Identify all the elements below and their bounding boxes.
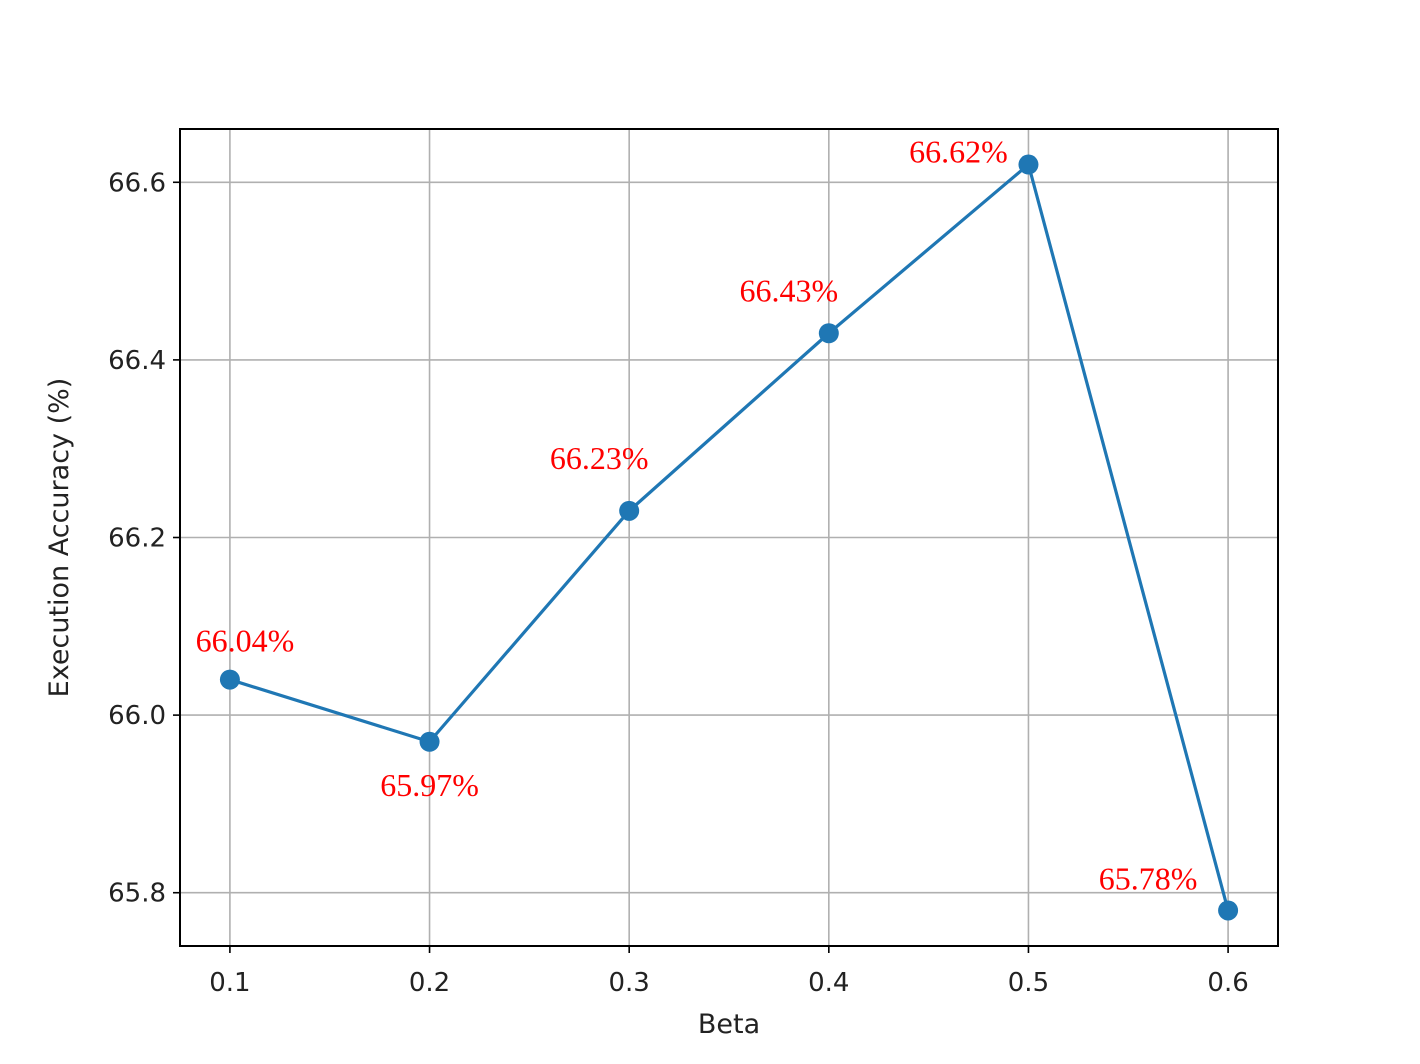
x-tick-label: 0.2 [409, 968, 450, 998]
data-point [219, 669, 240, 690]
data-label: 66.04% [196, 623, 295, 659]
y-tick-label: 66.6 [108, 168, 166, 198]
y-tick-label: 66.0 [108, 701, 166, 731]
data-label: 65.78% [1099, 860, 1198, 896]
series-layer [219, 154, 1239, 921]
x-tick-label: 0.6 [1207, 968, 1248, 998]
plot-frame [179, 128, 1279, 947]
y-tick-label: 66.2 [108, 524, 166, 554]
data-point [1018, 154, 1039, 175]
data-point [1218, 900, 1239, 921]
data-label: 65.97% [380, 767, 479, 803]
data-point [619, 500, 640, 521]
grid [180, 129, 1278, 946]
data-point [419, 731, 440, 752]
y-tick-label: 65.8 [108, 879, 166, 909]
data-label: 66.62% [909, 134, 1008, 170]
x-tick-label: 0.3 [609, 968, 650, 998]
data-point [818, 323, 839, 344]
x-tick-label: 0.5 [1008, 968, 1049, 998]
data-labels: 66.04% 65.97% 66.23% 66.43% 66.62% 65.78% [196, 134, 1198, 897]
x-tick-label: 0.1 [209, 968, 250, 998]
axis-ticks: 0.1 0.2 0.3 0.4 0.5 0.6 65.8 66.0 66.2 66.4 66.6 [108, 168, 1249, 998]
y-axis-label: Execution Accuracy (%) [44, 378, 75, 698]
data-label: 66.23% [550, 440, 649, 476]
y-tick-label: 66.4 [108, 346, 166, 376]
data-label: 66.43% [739, 272, 838, 308]
series-line [229, 162, 1230, 911]
x-tick-label: 0.4 [808, 968, 849, 998]
x-axis-label: Beta [698, 1009, 760, 1040]
